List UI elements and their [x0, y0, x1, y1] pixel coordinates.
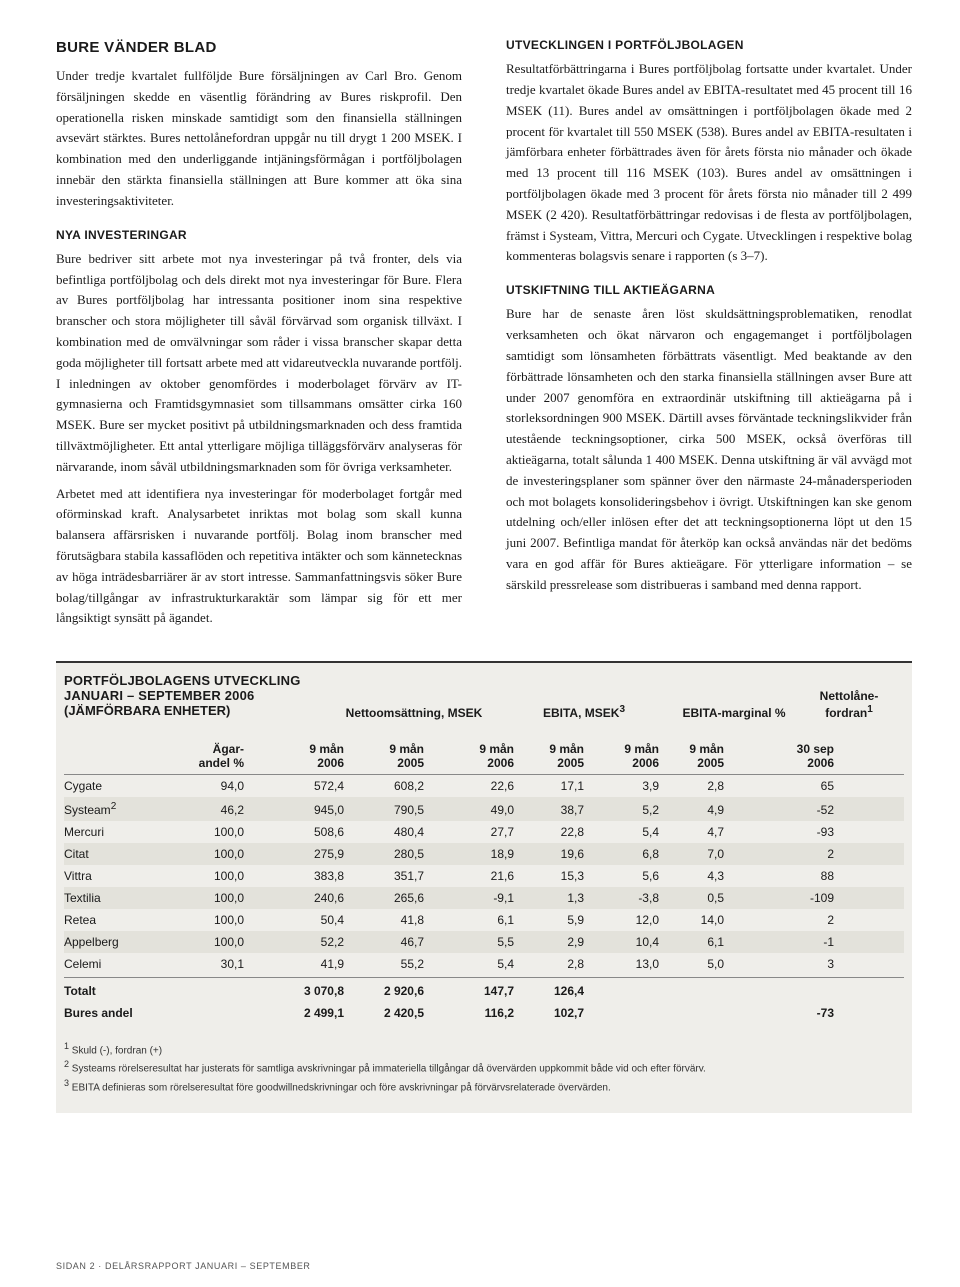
col-own: Ägar-andel %	[174, 742, 244, 770]
table-row: Celemi30,141,955,25,42,813,05,03	[64, 953, 904, 975]
sub-heading: UTSKIFTNING TILL AKTIEÄGARNA	[506, 281, 912, 300]
main-heading: BURE VÄNDER BLAD	[56, 36, 462, 60]
body-paragraph: Arbetet med att identifiera nya invester…	[56, 484, 462, 630]
table-row-total: Totalt 3 070,8 2 920,6 147,7 126,4	[64, 977, 904, 1002]
body-paragraph: Resultatförbättringarna i Bures portfölj…	[506, 59, 912, 267]
table-row: Appelberg100,052,246,75,52,910,46,1-1	[64, 931, 904, 953]
table-subtitle: (JÄMFÖRBARA ENHETER)	[64, 703, 324, 718]
right-column: UTVECKLINGEN I PORTFÖLJBOLAGEN Resultatf…	[506, 36, 912, 635]
table-row: Mercuri100,0508,6480,427,722,85,44,7-93	[64, 821, 904, 843]
table-row: Textilia100,0240,6265,6-9,11,3-3,80,5-10…	[64, 887, 904, 909]
table-row-bures: Bures andel 2 499,1 2 420,5 116,2 102,7 …	[64, 1002, 904, 1026]
col-group-netto: Nettoomsättning, MSEK	[324, 706, 504, 720]
portfolio-table: PORTFÖLJBOLAGENS UTVECKLING JANUARI – SE…	[56, 661, 912, 1113]
col-group-net: Nettolåne-fordran1	[804, 689, 894, 720]
page-footer: SIDAN 2 · DELÅRSRAPPORT JANUARI – SEPTEM…	[56, 1261, 311, 1271]
body-paragraph: Bure har de senaste åren löst skuldsättn…	[506, 304, 912, 595]
sub-heading: UTVECKLINGEN I PORTFÖLJBOLAGEN	[506, 36, 912, 55]
table-row: Systeam246,2945,0790,549,038,75,24,9-52	[64, 797, 904, 821]
table-title: PORTFÖLJBOLAGENS UTVECKLING JANUARI – SE…	[64, 673, 324, 703]
table-row: Vittra100,0383,8351,721,615,35,64,388	[64, 865, 904, 887]
table-subheader-row: Ägar-andel % 9 mån2006 9 mån2005 9 mån20…	[64, 742, 904, 775]
table-row: Citat100,0275,9280,518,919,66,87,02	[64, 843, 904, 865]
col-group-ebita: EBITA, MSEK3	[504, 704, 664, 720]
body-paragraph: Under tredje kvartalet fullföljde Bure f…	[56, 66, 462, 212]
col-group-margin: EBITA-marginal %	[664, 706, 804, 720]
table-footnotes: 1 Skuld (-), fordran (+) 2 Systeams röre…	[64, 1040, 904, 1095]
left-column: BURE VÄNDER BLAD Under tredje kvartalet …	[56, 36, 462, 635]
sub-heading: NYA INVESTERINGAR	[56, 226, 462, 245]
table-row: Cygate94,0572,4608,222,617,13,92,865	[64, 775, 904, 797]
body-paragraph: Bure bedriver sitt arbete mot nya invest…	[56, 249, 462, 478]
table-row: Retea100,050,441,86,15,912,014,02	[64, 909, 904, 931]
